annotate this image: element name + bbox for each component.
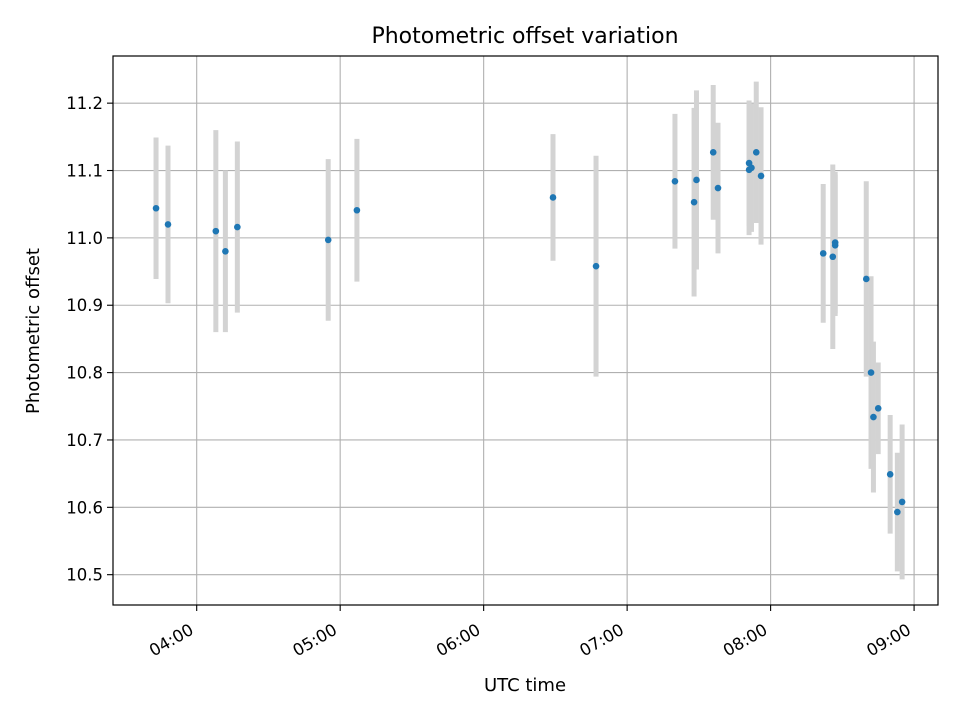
data-point <box>714 184 722 192</box>
y-tick-label: 10.9 <box>66 296 103 315</box>
y-tick-label: 10.6 <box>66 498 103 517</box>
y-tick-label: 11.1 <box>66 162 103 181</box>
data-point <box>894 508 901 516</box>
data-point <box>353 206 361 214</box>
data-point <box>867 369 875 376</box>
data-point <box>748 164 755 172</box>
data-point <box>592 262 600 270</box>
grid <box>113 56 938 605</box>
data-point <box>549 194 557 201</box>
data-point <box>752 149 760 156</box>
data-point <box>874 405 882 412</box>
data-point <box>831 241 839 249</box>
y-tick-label: 11.0 <box>66 229 103 248</box>
data-point <box>164 221 172 228</box>
data-point <box>671 177 679 185</box>
data-point <box>222 248 229 255</box>
data-points <box>152 149 906 516</box>
data-point <box>324 236 332 244</box>
x-axis-label: UTC time <box>484 675 566 696</box>
chart-title: Photometric offset variation <box>371 24 678 49</box>
data-point <box>886 471 894 478</box>
plot-frame <box>112 55 939 606</box>
y-tick-label: 11.2 <box>66 94 103 113</box>
data-point <box>829 253 837 261</box>
data-point <box>693 176 700 184</box>
y-axis-ticks: 10.5 10.6 10.7 10.8 10.9 11.0 11.1 11.2 <box>66 94 113 585</box>
data-point <box>757 172 765 180</box>
data-point <box>819 250 827 257</box>
y-tick-label: 10.7 <box>66 431 103 450</box>
data-point <box>690 198 698 206</box>
data-point <box>709 149 717 156</box>
data-point <box>870 413 877 421</box>
data-point <box>898 498 906 506</box>
y-tick-label: 10.8 <box>66 364 103 383</box>
y-axis-label: Photometric offset <box>23 248 44 414</box>
y-tick-label: 10.5 <box>66 566 103 585</box>
data-point <box>152 204 160 212</box>
data-point <box>212 227 220 235</box>
data-point <box>862 275 870 283</box>
data-point <box>234 223 241 231</box>
